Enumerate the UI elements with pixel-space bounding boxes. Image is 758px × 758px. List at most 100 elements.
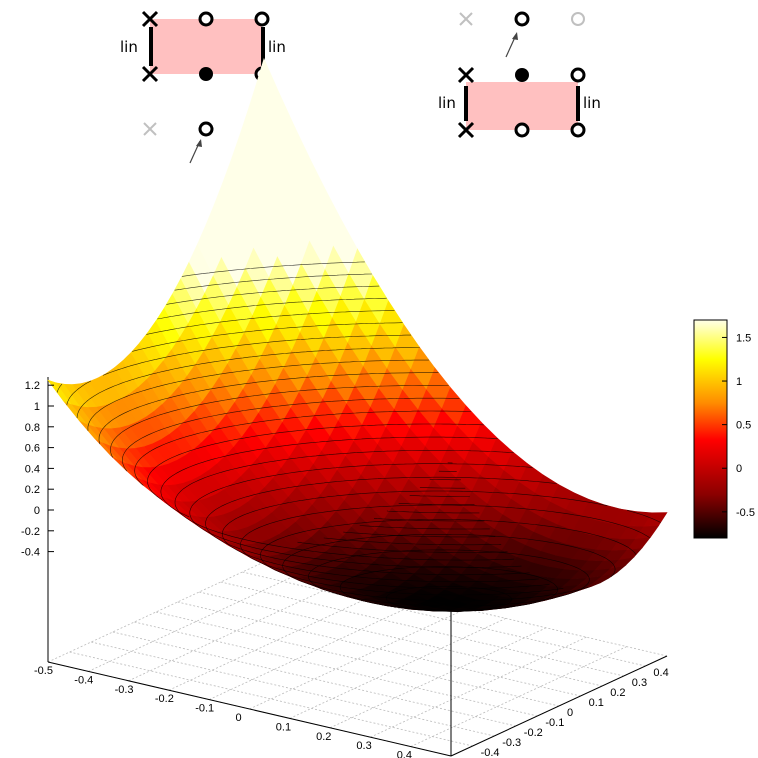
cross-icon (459, 12, 473, 26)
contour-line (66, 334, 466, 489)
contour-line (157, 297, 453, 464)
colorbar-ticks: -0.5 0 0.5 1 1.5 (722, 332, 755, 519)
colorbar-tick-label: 1 (736, 376, 742, 388)
contour-line (385, 585, 512, 612)
y-tick-label: 0.2 (610, 687, 625, 699)
x-tick-label: 0.1 (276, 721, 291, 733)
contour-line (205, 476, 557, 576)
contour-line (160, 436, 508, 553)
contour-line (87, 359, 475, 505)
contour-line (222, 490, 661, 583)
x-tick-label: 0.3 (356, 740, 371, 752)
stencil-diagram-right: lin lin (438, 11, 601, 139)
x-tick-label: 0 (236, 712, 242, 724)
grid-line (91, 641, 495, 737)
y-tick-label: 0.1 (589, 697, 604, 709)
z-tick-label: -0.2 (21, 526, 40, 538)
cross-icon (141, 65, 159, 83)
contour-line (56, 322, 461, 481)
grid-line (220, 581, 624, 677)
y-tick-label: 0.4 (653, 667, 668, 679)
x-tick-label: 0.2 (316, 731, 331, 743)
open-circle-icon (514, 11, 530, 27)
z-tick-label: 0.8 (25, 422, 40, 434)
colorbar-tick-label: 0 (736, 463, 742, 475)
grid-line (112, 631, 516, 727)
y-tick-label: -0.4 (481, 747, 500, 758)
y-tick-label: -0.1 (545, 717, 564, 729)
colorbar-tick-label: 1.5 (736, 332, 751, 344)
contour-line (166, 285, 380, 305)
contour-line (189, 463, 533, 568)
grid-line (134, 621, 538, 717)
left-label: lin (438, 94, 456, 112)
grid-line (199, 591, 603, 687)
grid-line (69, 651, 473, 747)
filled-circle-icon (199, 67, 213, 81)
colorbar-gradient (693, 319, 728, 539)
colorbar: -0.5 0 0.5 1 1.5 (693, 319, 755, 539)
x-tick-label: -0.1 (195, 703, 214, 715)
y-axis-ticks: -0.5-0.4-0.3-0.2-0.100.10.20.30.4 (459, 667, 669, 758)
cross-icon (457, 121, 475, 139)
y-tick-label: 0.3 (632, 677, 647, 689)
x-tick-label: -0.2 (155, 693, 174, 705)
cross-icon (457, 66, 475, 84)
filled-circle-icon (515, 68, 529, 82)
colorbar-tick-label: 0.5 (736, 420, 751, 432)
y-tick-label: 0 (567, 707, 573, 719)
grid-line (242, 571, 646, 667)
contour-lines (56, 261, 661, 612)
contour-line (147, 423, 502, 546)
x-tick-label: 0.4 (397, 750, 412, 758)
arrow-icon (189, 139, 202, 164)
x-axis-line (47, 661, 452, 757)
contour-line (174, 273, 372, 291)
x-tick-label: -0.4 (74, 674, 93, 686)
highlight-rect (466, 82, 578, 130)
grid-line (177, 601, 581, 697)
contour-line (174, 450, 515, 561)
z-tick-label: 0.6 (25, 443, 40, 455)
z-tick-label: 0.2 (25, 484, 40, 496)
z-tick-label: -0.4 (21, 547, 40, 559)
y-axis-line (450, 655, 668, 757)
z-tick-label: 1.2 (25, 380, 40, 392)
open-circle-icon (514, 122, 530, 138)
axis-frame (47, 377, 668, 757)
grid-line (155, 611, 560, 707)
open-circle-icon (570, 67, 586, 83)
x-axis-ticks: -0.5 -0.4 -0.3 -0.2 -0.1 0 0.1 0.2 0.3 0.4 (34, 665, 412, 758)
colorbar-tick-label: -0.5 (736, 507, 755, 519)
contour-line (282, 534, 616, 602)
right-label: lin (268, 38, 286, 56)
contour-line (181, 261, 365, 277)
contour-line (146, 310, 457, 472)
open-circle-icon (570, 122, 586, 138)
z-axis-ticks: -0.4 -0.2 0 0.2 0.4 0.6 0.8 1 1.2 (21, 380, 54, 559)
highlight-rect (150, 19, 262, 74)
z-tick-label: 0.4 (25, 463, 40, 475)
grid-line (128, 580, 345, 682)
open-circle-icon (254, 11, 270, 27)
open-circle-icon (198, 11, 214, 27)
z-tick-label: 1 (34, 401, 40, 413)
open-circle-icon (571, 12, 585, 26)
x-tick-label: -0.5 (34, 665, 53, 677)
surface-plot: -0.5-0.4-0.3-0.2-0.100.10.20.30.4 -0.5-0… (21, 57, 669, 758)
contour-line (134, 410, 496, 538)
surface (47, 57, 668, 612)
cross-icon (141, 10, 159, 28)
contour-line (110, 385, 485, 522)
y-tick-label: -0.2 (524, 727, 543, 739)
contour-line (76, 347, 470, 497)
grid-line (249, 608, 466, 710)
contour-line (98, 372, 480, 514)
x-tick-label: -0.3 (115, 684, 134, 696)
z-tick-label: 0 (34, 505, 40, 517)
contour-line (308, 549, 590, 607)
arrow-icon (505, 32, 518, 58)
open-circle-icon (198, 121, 214, 137)
contour-line (122, 397, 490, 530)
